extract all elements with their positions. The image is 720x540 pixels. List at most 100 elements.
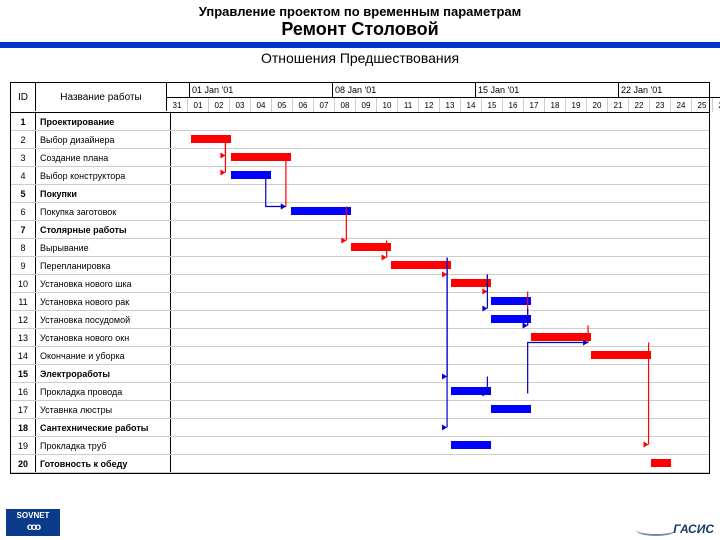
timeline-header: ID Название работы 01 Jan '0108 Jan '011… (11, 83, 709, 113)
row-id: 7 (11, 221, 36, 238)
day-cell: 08 (335, 98, 356, 112)
bars-area (171, 437, 709, 454)
table-row: 2Выбор дизайнера (11, 131, 709, 149)
row-name: Окончание и уборка (36, 347, 171, 364)
bars-area (171, 131, 709, 148)
row-name: Уставнка люстры (36, 401, 171, 418)
row-id: 19 (11, 437, 36, 454)
timeline-header-right: 01 Jan '0108 Jan '0115 Jan '0122 Jan '01… (167, 83, 720, 112)
table-row: 5Покупки (11, 185, 709, 203)
day-cell: 03 (230, 98, 251, 112)
day-cell: 14 (461, 98, 482, 112)
gantt-bar (231, 171, 271, 179)
logo-sovnet-label: SOVNET (6, 510, 60, 522)
week-cell: 22 Jan '01 (619, 83, 720, 97)
row-name: Покупки (36, 185, 171, 202)
gantt-bar (591, 351, 651, 359)
gantt-bar (451, 387, 491, 395)
row-id: 1 (11, 113, 36, 130)
bars-area (171, 311, 709, 328)
gantt-chart: ID Название работы 01 Jan '0108 Jan '011… (10, 82, 710, 474)
bars-area (171, 275, 709, 292)
gantt-bar (451, 279, 491, 287)
bars-area (171, 221, 709, 238)
table-row: 14Окончание и уборка (11, 347, 709, 365)
bars-area (171, 293, 709, 310)
day-cell: 31 (167, 98, 188, 112)
row-name: Выбор дизайнера (36, 131, 171, 148)
day-cell: 02 (209, 98, 230, 112)
bars-area (171, 149, 709, 166)
day-cell: 17 (524, 98, 545, 112)
week-cell: 01 Jan '01 (190, 83, 333, 97)
row-name: Готовность к обеду (36, 455, 171, 472)
week-row: 01 Jan '0108 Jan '0115 Jan '0122 Jan '01 (167, 83, 720, 98)
table-row: 12Установка посудомой (11, 311, 709, 329)
day-cell: 26 (713, 98, 720, 112)
gantt-bar (451, 441, 491, 449)
row-id: 5 (11, 185, 36, 202)
row-name: Покупка заготовок (36, 203, 171, 220)
gantt-bar (231, 153, 291, 161)
day-cell: 12 (419, 98, 440, 112)
gantt-container: ID Название работы 01 Jan '0108 Jan '011… (0, 70, 720, 474)
bars-area (171, 419, 709, 436)
day-cell: 22 (629, 98, 650, 112)
row-id: 15 (11, 365, 36, 382)
row-id: 9 (11, 257, 36, 274)
table-row: 13Установка нового окн (11, 329, 709, 347)
day-cell: 13 (440, 98, 461, 112)
table-row: 4Выбор конструктора (11, 167, 709, 185)
gantt-bar (351, 243, 391, 251)
gantt-body: 1Проектирование2Выбор дизайнера3Создание… (11, 113, 709, 473)
table-row: 11Установка нового рак (11, 293, 709, 311)
rings-icon: ooo (6, 522, 60, 534)
row-name: Прокладка провода (36, 383, 171, 400)
row-name: Прокладка труб (36, 437, 171, 454)
row-id: 2 (11, 131, 36, 148)
day-cell: 19 (566, 98, 587, 112)
row-name: Установка посудомой (36, 311, 171, 328)
table-row: 19Прокладка труб (11, 437, 709, 455)
week-cell: 08 Jan '01 (333, 83, 476, 97)
day-cell: 24 (671, 98, 692, 112)
row-name: Установка нового окн (36, 329, 171, 346)
gantt-bar (391, 261, 451, 269)
row-name: Столярные работы (36, 221, 171, 238)
day-cell: 10 (377, 98, 398, 112)
gantt-bar (291, 207, 351, 215)
day-cell: 25 (692, 98, 713, 112)
bars-area (171, 329, 709, 346)
row-name: Вырывание (36, 239, 171, 256)
day-cell: 18 (545, 98, 566, 112)
subheader: Отношения Предшествования (0, 48, 720, 70)
row-id: 4 (11, 167, 36, 184)
row-id: 14 (11, 347, 36, 364)
row-id: 13 (11, 329, 36, 346)
gantt-bar (491, 297, 531, 305)
row-id: 10 (11, 275, 36, 292)
bars-area (171, 455, 709, 472)
table-row: 10Установка нового шка (11, 275, 709, 293)
bars-area (171, 185, 709, 202)
header-line2: Ремонт Столовой (0, 19, 720, 40)
table-row: 7Столярные работы (11, 221, 709, 239)
row-id: 18 (11, 419, 36, 436)
swoosh-icon (636, 524, 676, 536)
bars-area (171, 167, 709, 184)
bars-area (171, 203, 709, 220)
day-row: 3101020304050607080910111213141516171819… (167, 98, 720, 112)
table-row: 18Сантехнические работы (11, 419, 709, 437)
day-cell: 05 (272, 98, 293, 112)
row-id: 11 (11, 293, 36, 310)
row-name: Установка нового рак (36, 293, 171, 310)
page-header: Управление проектом по временным парамет… (0, 0, 720, 42)
table-row: 17Уставнка люстры (11, 401, 709, 419)
gantt-bar (531, 333, 591, 341)
table-row: 20Готовность к обеду (11, 455, 709, 473)
table-row: 9Перепланировка (11, 257, 709, 275)
gantt-bar (491, 315, 531, 323)
logo-gasis: ГАСИС (636, 522, 714, 536)
week-cell (167, 83, 190, 97)
row-name: Выбор конструктора (36, 167, 171, 184)
